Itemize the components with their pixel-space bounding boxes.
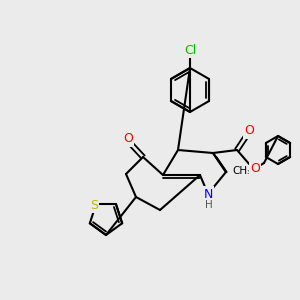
Text: S: S (90, 199, 98, 212)
Text: Cl: Cl (184, 44, 196, 56)
Text: O: O (250, 161, 260, 175)
Text: H: H (205, 200, 213, 210)
Text: O: O (244, 124, 254, 137)
Text: O: O (123, 133, 133, 146)
Text: CH₃: CH₃ (232, 166, 252, 176)
Text: N: N (203, 188, 213, 200)
